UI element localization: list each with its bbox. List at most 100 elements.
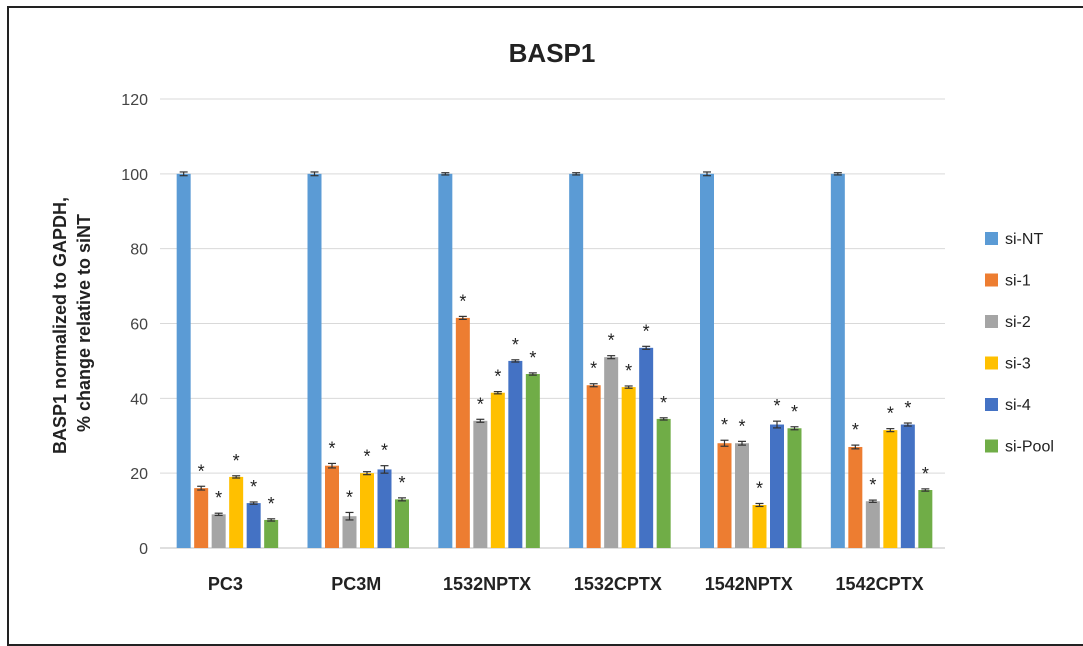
bar-si-2-1542CPTX [865, 501, 880, 548]
bar-si-3-1532CPTX [621, 387, 636, 548]
bar-si-Pool-1532NPTX [525, 374, 540, 548]
significance-marker: * [512, 335, 519, 355]
bar-si-1-PC3 [194, 488, 209, 548]
x-tick-label: PC3 [208, 574, 243, 594]
legend-label: si-3 [1005, 356, 1031, 373]
significance-marker: * [660, 393, 667, 413]
legend-label: si-1 [1005, 273, 1031, 290]
bar-si-NT-1532NPTX [438, 173, 453, 549]
y-tick-label: 80 [130, 242, 148, 259]
y-tick-label: 40 [130, 391, 148, 408]
y-tick-label: 0 [139, 541, 148, 558]
bar-si-4-PC3M [377, 469, 392, 548]
x-tick-label: 1532NPTX [443, 574, 531, 594]
bar-si-4-1532NPTX [508, 360, 523, 548]
bar-si-4-1542CPTX [900, 424, 915, 548]
bar-chart: BASP1 BASP1 normalized to GAPDH, % chang… [50, 38, 1054, 594]
y-tick-label: 100 [121, 167, 148, 184]
legend-label: si-2 [1005, 314, 1031, 331]
bar-si-Pool-1542NPTX [787, 428, 802, 548]
bar-si-2-1532NPTX [473, 420, 488, 548]
significance-marker: * [363, 447, 370, 467]
significance-marker: * [887, 404, 894, 424]
x-tick-label: 1542NPTX [705, 574, 793, 594]
bar-si-2-1532CPTX [604, 357, 619, 548]
legend-swatch [985, 315, 998, 328]
bar-si-2-PC3 [211, 514, 226, 548]
significance-marker: * [250, 477, 257, 497]
bar-si-2-PC3M [342, 516, 357, 548]
bar-si-Pool-1532CPTX [656, 418, 671, 548]
significance-marker: * [904, 398, 911, 418]
legend-label: si-4 [1005, 397, 1031, 414]
significance-marker: * [328, 438, 335, 458]
bar-si-NT-PC3 [176, 173, 191, 549]
bar-si-NT-1532CPTX [569, 173, 584, 549]
bar-si-4-1532CPTX [639, 347, 654, 548]
bar-si-Pool-1542CPTX [918, 490, 933, 548]
legend-swatch [985, 356, 998, 370]
bar-si-1-1542NPTX [717, 443, 732, 548]
y-axis-label-line-1: BASP1 normalized to GAPDH, [50, 197, 70, 454]
bar-si-2-1542NPTX [735, 443, 749, 548]
bar-si-1-1542CPTX [848, 446, 863, 548]
legend-label: si-Pool [1005, 439, 1054, 456]
significance-marker: * [869, 475, 876, 495]
bar-si-3-PC3M [360, 473, 374, 548]
x-tick-label: 1532CPTX [574, 574, 662, 594]
significance-marker: * [268, 494, 275, 514]
gridlines [160, 98, 945, 549]
x-axis-ticks: PC3 PC3M 1532NPTX 1532CPTX 1542NPTX 1542CPTX [208, 574, 924, 594]
bar-si-NT-1542NPTX [700, 173, 714, 549]
legend-swatch [985, 232, 998, 245]
legend-swatch [985, 439, 998, 453]
significance-marker: * [346, 487, 353, 507]
significance-marker: * [852, 420, 859, 440]
y-axis-label: BASP1 normalized to GAPDH, % change rela… [50, 192, 94, 454]
significance-marker: * [643, 321, 650, 341]
significance-marker: * [922, 464, 929, 484]
significance-marker: * [738, 416, 745, 436]
bar-si-3-PC3 [229, 476, 244, 548]
significance-marker: * [233, 451, 240, 471]
significance-marker: * [590, 359, 597, 379]
y-tick-label: 60 [130, 317, 148, 334]
bar-si-4-PC3 [246, 503, 261, 548]
significance-marker: * [791, 402, 798, 422]
x-tick-label: PC3M [331, 574, 381, 594]
significance-marker: * [773, 396, 780, 416]
chart-title: BASP1 [509, 38, 596, 68]
legend: si-NT si-1 si-2 si-3 si-4 si-Pool [985, 231, 1054, 456]
legend-swatch [985, 398, 998, 411]
bar-si-3-1542CPTX [883, 430, 898, 548]
significance-marker: * [608, 331, 615, 351]
bar-si-NT-PC3M [307, 173, 322, 549]
legend-label: si-NT [1005, 231, 1043, 248]
bar-si-NT-1542CPTX [830, 173, 845, 549]
significance-marker: * [198, 461, 205, 481]
bar-si-Pool-PC3M [395, 499, 409, 548]
significance-marker: * [756, 478, 763, 498]
significance-marker: * [529, 348, 536, 368]
significance-marker: * [494, 367, 501, 387]
bar-si-Pool-PC3 [264, 519, 279, 548]
significance-marker: * [721, 415, 728, 435]
legend-swatch [985, 273, 998, 287]
y-tick-label: 120 [121, 92, 148, 109]
bars: * * * * * * * * * * * * * * * * * * * * * * * * * * * * * * [176, 171, 933, 549]
y-axis-label-line-2: % change relative to siNT [74, 214, 94, 432]
bar-si-1-1532NPTX [455, 317, 470, 548]
x-tick-label: 1542CPTX [836, 574, 924, 594]
y-axis-ticks: 0 20 40 60 80 100 120 [121, 92, 148, 558]
significance-marker: * [477, 394, 484, 414]
significance-marker: * [215, 488, 222, 508]
bar-si-1-1532CPTX [586, 385, 601, 548]
significance-marker: * [459, 291, 466, 311]
y-tick-label: 20 [130, 466, 148, 483]
bar-si-3-1532NPTX [490, 392, 505, 548]
bar-si-3-1542NPTX [752, 504, 767, 548]
significance-marker: * [625, 361, 632, 381]
significance-marker: * [381, 441, 388, 461]
bar-si-1-PC3M [325, 465, 339, 548]
significance-marker: * [398, 473, 405, 493]
